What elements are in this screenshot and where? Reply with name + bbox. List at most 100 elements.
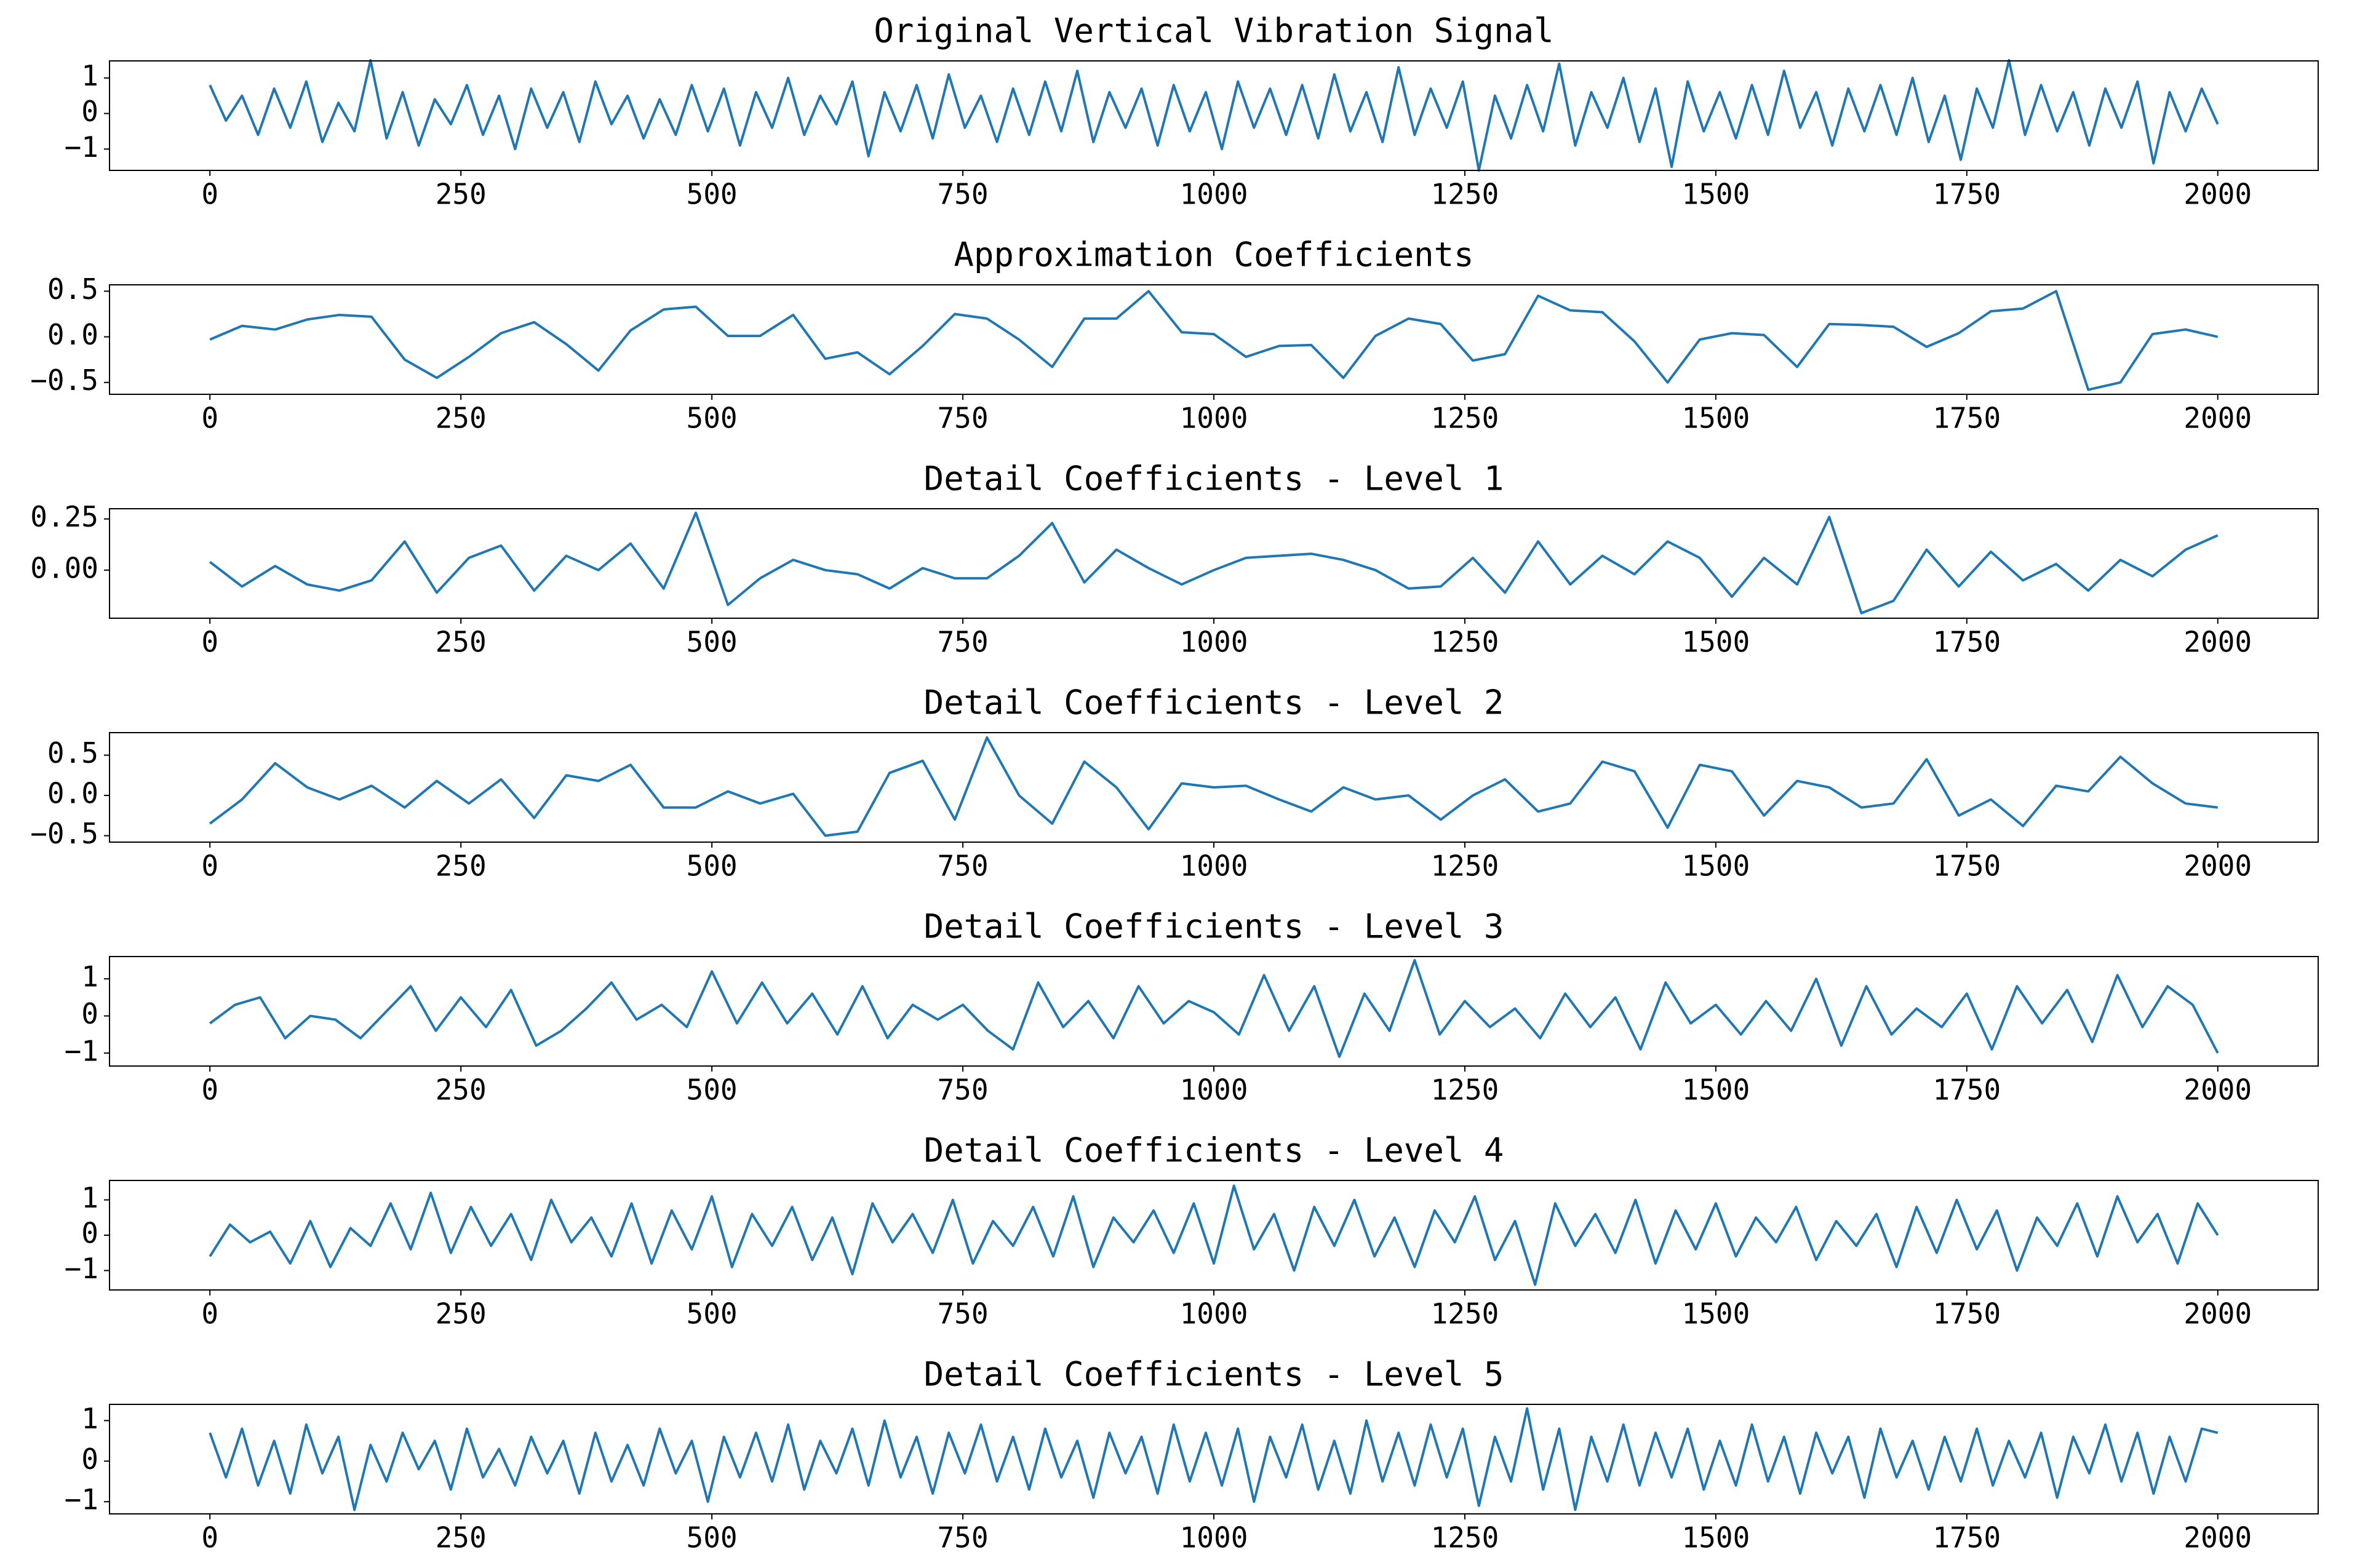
subplot-title: Approximation Coefficients <box>954 236 1473 274</box>
x-tick-label: 750 <box>937 1073 988 1107</box>
subplot-title: Detail Coefficients - Level 3 <box>924 907 1504 946</box>
x-tick-label: 0 <box>201 1521 218 1554</box>
x-tick-label: 500 <box>687 178 738 211</box>
y-tick-label: 0.00 <box>30 551 98 584</box>
y-tick-label: 0 <box>81 1217 98 1250</box>
axes-frame <box>109 956 2319 1067</box>
axes-frame <box>109 60 2319 171</box>
x-tick-label: 1750 <box>1932 178 2001 211</box>
y-tick-label: 0.5 <box>47 273 98 306</box>
x-tick-label: 750 <box>937 626 988 659</box>
signal-line <box>209 58 2219 172</box>
x-tick-label: 1500 <box>1682 626 1750 659</box>
x-tick-label: 1500 <box>1682 1297 1750 1331</box>
y-tick-label: 0.0 <box>47 318 98 351</box>
x-tick-label: 250 <box>436 1521 487 1554</box>
x-tick-label: 1750 <box>1932 1073 2001 1107</box>
x-tick-label: 750 <box>937 850 988 883</box>
subplot-title: Detail Coefficients - Level 4 <box>924 1131 1504 1170</box>
x-tick-label: 250 <box>436 850 487 883</box>
x-tick-label: 250 <box>436 1073 487 1107</box>
x-tick-label: 250 <box>436 402 487 435</box>
x-tick-label: 1500 <box>1682 1521 1750 1554</box>
x-tick-label: 1250 <box>1431 1297 1499 1331</box>
x-tick-label: 1500 <box>1682 178 1750 211</box>
signal-line <box>209 1407 2219 1511</box>
subplot-title: Detail Coefficients - Level 2 <box>924 683 1504 722</box>
signal-line <box>209 290 2219 391</box>
x-tick-label: 250 <box>436 178 487 211</box>
y-tick-label: −1 <box>65 1483 98 1516</box>
axes-frame <box>109 284 2319 395</box>
y-tick-label: −1 <box>65 1034 98 1067</box>
x-tick-label: 0 <box>201 626 218 659</box>
x-tick-label: 2000 <box>2183 850 2252 883</box>
subplot-title: Original Vertical Vibration Signal <box>874 12 1553 50</box>
x-tick-label: 1000 <box>1180 1297 1248 1331</box>
signal-line <box>209 1184 2219 1286</box>
x-tick-label: 1250 <box>1431 178 1499 211</box>
x-tick-label: 250 <box>436 1297 487 1331</box>
x-tick-label: 2000 <box>2183 626 2252 659</box>
x-tick-label: 1000 <box>1180 1073 1248 1107</box>
subplot-title: Detail Coefficients - Level 5 <box>924 1355 1504 1394</box>
x-tick-label: 1250 <box>1431 850 1499 883</box>
y-tick-label: 0.0 <box>47 777 98 810</box>
x-tick-label: 1750 <box>1932 850 2001 883</box>
y-tick-label: 1 <box>81 1181 98 1214</box>
subplot-title: Detail Coefficients - Level 1 <box>924 460 1504 498</box>
axes-frame <box>109 1180 2319 1291</box>
x-tick-label: 250 <box>436 626 487 659</box>
x-tick-label: 1000 <box>1180 1521 1248 1554</box>
y-tick-label: −1 <box>65 130 98 164</box>
x-tick-label: 1750 <box>1932 626 2001 659</box>
x-tick-label: 750 <box>937 1297 988 1331</box>
y-tick-label: 1 <box>81 960 98 993</box>
y-tick-label: −0.5 <box>30 364 98 397</box>
x-tick-label: 1250 <box>1431 626 1499 659</box>
y-tick-label: 1 <box>81 1402 98 1435</box>
signal-line <box>209 959 2219 1058</box>
y-tick-label: 0 <box>81 997 98 1030</box>
x-tick-label: 500 <box>687 626 738 659</box>
y-tick-label: 0 <box>81 1443 98 1476</box>
x-tick-label: 2000 <box>2183 178 2252 211</box>
x-tick-label: 1750 <box>1932 402 2001 435</box>
x-tick-label: 0 <box>201 1297 218 1331</box>
x-tick-label: 1750 <box>1932 1297 2001 1331</box>
axes-frame <box>109 1404 2319 1514</box>
x-tick-label: 0 <box>201 1073 218 1107</box>
y-tick-label: 0 <box>81 95 98 128</box>
x-tick-label: 750 <box>937 178 988 211</box>
x-tick-label: 1250 <box>1431 402 1499 435</box>
x-tick-label: 0 <box>201 178 218 211</box>
x-tick-label: 0 <box>201 402 218 435</box>
x-tick-label: 2000 <box>2183 1521 2252 1554</box>
x-tick-label: 1000 <box>1180 850 1248 883</box>
x-tick-label: 500 <box>687 402 738 435</box>
x-tick-label: 1250 <box>1431 1521 1499 1554</box>
x-tick-label: 1000 <box>1180 178 1248 211</box>
y-tick-label: 0.25 <box>30 500 98 533</box>
x-tick-label: 0 <box>201 850 218 883</box>
signal-line <box>209 736 2219 837</box>
x-tick-label: 1500 <box>1682 402 1750 435</box>
y-tick-label: 0.5 <box>47 736 98 770</box>
x-tick-label: 500 <box>687 850 738 883</box>
y-tick-label: −0.5 <box>30 817 98 850</box>
x-tick-label: 1500 <box>1682 850 1750 883</box>
y-tick-label: 1 <box>81 59 98 92</box>
x-tick-label: 500 <box>687 1297 738 1331</box>
x-tick-label: 1500 <box>1682 1073 1750 1107</box>
x-tick-label: 750 <box>937 1521 988 1554</box>
axes-frame <box>109 732 2319 843</box>
signal-line <box>209 511 2219 615</box>
x-tick-label: 2000 <box>2183 402 2252 435</box>
x-tick-label: 750 <box>937 402 988 435</box>
y-tick-label: −1 <box>65 1252 98 1285</box>
x-tick-label: 1750 <box>1932 1521 2001 1554</box>
x-tick-label: 2000 <box>2183 1073 2252 1107</box>
axes-frame <box>109 508 2319 619</box>
x-tick-label: 1250 <box>1431 1073 1499 1107</box>
